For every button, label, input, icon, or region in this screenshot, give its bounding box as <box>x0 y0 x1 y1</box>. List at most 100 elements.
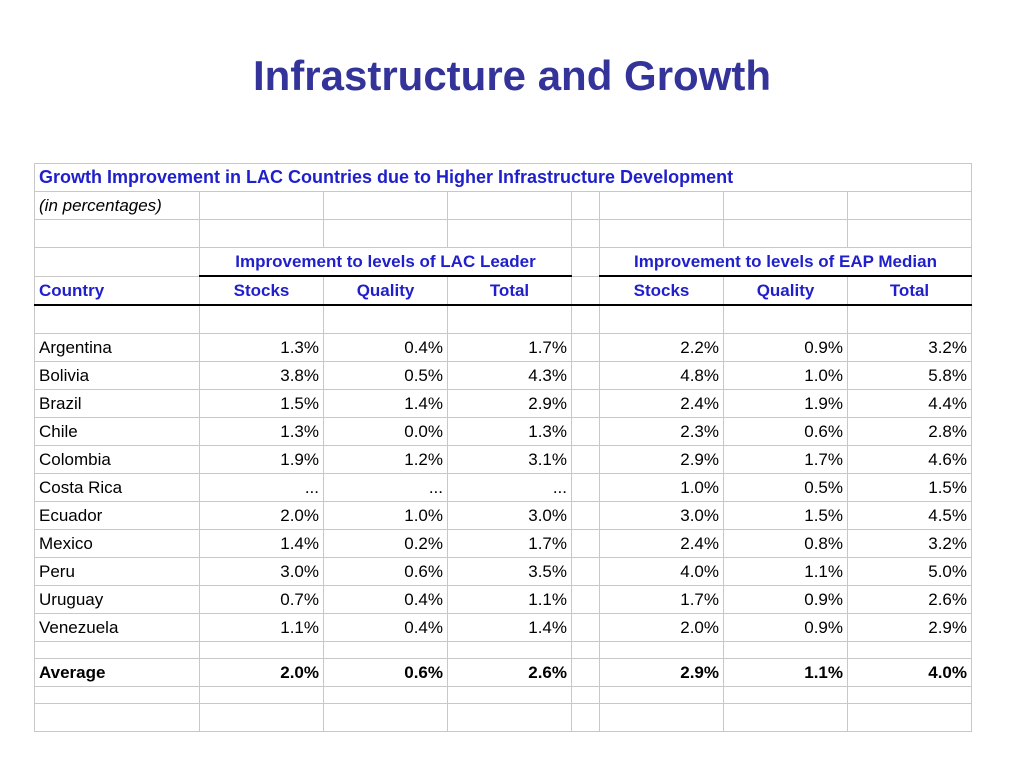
country-cell: Chile <box>34 417 200 446</box>
eap-quality-cell: 0.9% <box>723 613 848 642</box>
average-lac-total: 2.6% <box>447 658 572 687</box>
lac-total-cell: 1.7% <box>447 529 572 558</box>
eap-quality-cell: 0.9% <box>723 585 848 614</box>
eap-stocks-cell: 3.0% <box>599 501 724 530</box>
table-caption: Growth Improvement in LAC Countries due … <box>34 163 972 192</box>
table-row: Costa Rica......... 1.0% 0.5% 1.5% <box>34 473 972 502</box>
table-row: Mexico 1.4% 0.2% 1.7% 2.4% 0.8% 3.2% <box>34 529 972 558</box>
eap-total-cell: 2.9% <box>847 613 972 642</box>
lac-quality-cell: 0.2% <box>323 529 448 558</box>
country-cell: Mexico <box>34 529 200 558</box>
table-row: Ecuador 2.0% 1.0% 3.0% 3.0% 1.5% 4.5% <box>34 501 972 530</box>
eap-stocks-cell: 1.0% <box>599 473 724 502</box>
table-row: Bolivia 3.8% 0.5% 4.3% 4.8% 1.0% 5.8% <box>34 361 972 390</box>
eap-quality-cell: 0.5% <box>723 473 848 502</box>
lac-quality-cell: 0.4% <box>323 585 448 614</box>
country-cell: Brazil <box>34 389 200 418</box>
lac-stocks-cell: 1.1% <box>199 613 324 642</box>
lac-stocks-cell: 3.8% <box>199 361 324 390</box>
col-header-lac-quality: Quality <box>323 275 448 306</box>
average-label: Average <box>34 658 200 687</box>
table-row: Peru 3.0% 0.6% 3.5% 4.0% 1.1% 5.0% <box>34 557 972 586</box>
eap-total-cell: 3.2% <box>847 333 972 362</box>
lac-stocks-cell: 1.3% <box>199 417 324 446</box>
eap-quality-cell: 1.5% <box>723 501 848 530</box>
average-lac-stocks: 2.0% <box>199 658 324 687</box>
table-row: Uruguay 0.7% 0.4% 1.1% 1.7% 0.9% 2.6% <box>34 585 972 614</box>
eap-total-cell: 4.5% <box>847 501 972 530</box>
table-row: Colombia 1.9% 1.2% 3.1% 2.9% 1.7% 4.6% <box>34 445 972 474</box>
average-lac-quality: 0.6% <box>323 658 448 687</box>
lac-stocks-cell: 0.7% <box>199 585 324 614</box>
spacer-row <box>34 304 972 334</box>
lac-quality-cell: 0.5% <box>323 361 448 390</box>
eap-total-cell: 3.2% <box>847 529 972 558</box>
spacer-row <box>34 703 972 732</box>
col-header-country: Country <box>34 275 200 306</box>
average-eap-stocks: 2.9% <box>599 658 724 687</box>
note-row: (in percentages) <box>34 191 972 220</box>
lac-quality-cell: 0.6% <box>323 557 448 586</box>
eap-quality-cell: 1.9% <box>723 389 848 418</box>
lac-stocks-cell: ... <box>199 473 324 502</box>
growth-table: Growth Improvement in LAC Countries due … <box>34 163 972 732</box>
eap-stocks-cell: 2.2% <box>599 333 724 362</box>
lac-stocks-cell: 3.0% <box>199 557 324 586</box>
eap-quality-cell: 0.9% <box>723 333 848 362</box>
average-row: Average 2.0% 0.6% 2.6% 2.9% 1.1% 4.0% <box>34 658 972 687</box>
eap-quality-cell: 1.0% <box>723 361 848 390</box>
eap-quality-cell: 1.7% <box>723 445 848 474</box>
table-row: Brazil 1.5% 1.4% 2.9% 2.4% 1.9% 4.4% <box>34 389 972 418</box>
lac-stocks-cell: 1.4% <box>199 529 324 558</box>
group-header-lac: Improvement to levels of LAC Leader <box>199 247 572 277</box>
eap-total-cell: 5.0% <box>847 557 972 586</box>
eap-stocks-cell: 4.8% <box>599 361 724 390</box>
country-cell: Ecuador <box>34 501 200 530</box>
col-header-lac-stocks: Stocks <box>199 275 324 306</box>
lac-total-cell: ... <box>447 473 572 502</box>
lac-quality-cell: 1.0% <box>323 501 448 530</box>
table-row: Venezuela 1.1% 0.4% 1.4% 2.0% 0.9% 2.9% <box>34 613 972 642</box>
lac-total-cell: 2.9% <box>447 389 572 418</box>
eap-quality-cell: 0.6% <box>723 417 848 446</box>
caption-row: Growth Improvement in LAC Countries due … <box>34 163 972 192</box>
col-header-eap-total: Total <box>847 275 972 306</box>
eap-total-cell: 4.6% <box>847 445 972 474</box>
lac-total-cell: 1.3% <box>447 417 572 446</box>
lac-total-cell: 4.3% <box>447 361 572 390</box>
table-row: Argentina 1.3% 0.4% 1.7% 2.2% 0.9% 3.2% <box>34 333 972 362</box>
lac-stocks-cell: 1.9% <box>199 445 324 474</box>
lac-quality-cell: 0.0% <box>323 417 448 446</box>
country-cell: Venezuela <box>34 613 200 642</box>
eap-quality-cell: 0.8% <box>723 529 848 558</box>
lac-total-cell: 3.0% <box>447 501 572 530</box>
eap-total-cell: 4.4% <box>847 389 972 418</box>
country-cell: Colombia <box>34 445 200 474</box>
eap-stocks-cell: 2.3% <box>599 417 724 446</box>
eap-total-cell: 2.6% <box>847 585 972 614</box>
eap-stocks-cell: 1.7% <box>599 585 724 614</box>
table-row: Chile 1.3% 0.0% 1.3% 2.3% 0.6% 2.8% <box>34 417 972 446</box>
lac-stocks-cell: 1.3% <box>199 333 324 362</box>
lac-total-cell: 1.1% <box>447 585 572 614</box>
col-header-lac-total: Total <box>447 275 572 306</box>
lac-quality-cell: 1.4% <box>323 389 448 418</box>
eap-stocks-cell: 4.0% <box>599 557 724 586</box>
eap-stocks-cell: 2.0% <box>599 613 724 642</box>
spacer-row <box>34 686 972 704</box>
country-cell: Bolivia <box>34 361 200 390</box>
lac-quality-cell: 0.4% <box>323 613 448 642</box>
eap-stocks-cell: 2.4% <box>599 529 724 558</box>
country-cell: Uruguay <box>34 585 200 614</box>
lac-total-cell: 1.7% <box>447 333 572 362</box>
eap-total-cell: 1.5% <box>847 473 972 502</box>
lac-quality-cell: ... <box>323 473 448 502</box>
spacer-row <box>34 641 972 659</box>
eap-stocks-cell: 2.4% <box>599 389 724 418</box>
group-header-row: Improvement to levels of LAC Leader Impr… <box>34 247 972 277</box>
country-cell: Peru <box>34 557 200 586</box>
country-cell: Argentina <box>34 333 200 362</box>
lac-total-cell: 3.5% <box>447 557 572 586</box>
lac-quality-cell: 0.4% <box>323 333 448 362</box>
col-header-eap-quality: Quality <box>723 275 848 306</box>
